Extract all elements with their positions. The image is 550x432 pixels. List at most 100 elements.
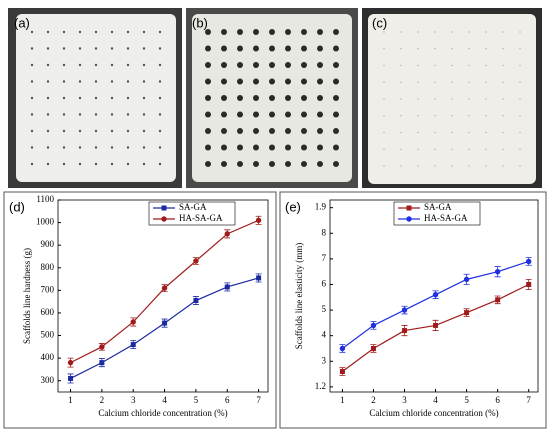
pore: [333, 161, 339, 167]
marker: [162, 320, 168, 326]
marker: [370, 345, 376, 351]
marker: [224, 284, 230, 290]
legend-label: SA-GA: [179, 202, 207, 212]
pore: [468, 131, 470, 134]
marker: [495, 297, 501, 303]
y-tick-label: 400: [41, 352, 55, 362]
pore: [317, 78, 323, 85]
marker: [193, 298, 199, 304]
pore: [78, 162, 82, 166]
pore: [30, 80, 34, 83]
pore: [417, 48, 419, 50]
pore: [519, 64, 521, 67]
pore: [285, 29, 291, 35]
y-tick-label: 300: [41, 375, 55, 385]
pore: [46, 162, 50, 166]
pore: [78, 129, 82, 133]
pore: [237, 161, 243, 167]
pore: [94, 129, 98, 133]
pore: [333, 95, 339, 101]
pore: [333, 29, 339, 35]
marker: [464, 310, 470, 316]
pore: [502, 131, 504, 134]
pore: [485, 64, 487, 67]
pore: [126, 146, 130, 149]
pore: [221, 78, 227, 85]
pore: [434, 148, 436, 150]
pore: [221, 62, 227, 68]
pore: [142, 162, 146, 166]
pore: [519, 148, 521, 150]
pore: [383, 131, 385, 134]
pore: [400, 115, 402, 117]
marker: [99, 344, 105, 350]
pore: [333, 128, 339, 134]
pore: [383, 31, 385, 33]
pore: [158, 162, 162, 166]
pore: [30, 113, 34, 116]
pore: [285, 45, 291, 52]
pore: [417, 64, 419, 67]
pore: [94, 113, 98, 116]
marker: [99, 360, 105, 366]
y-tick-label: 1.2: [315, 381, 326, 391]
pore: [519, 131, 521, 134]
pore: [221, 111, 227, 118]
pore: [485, 165, 487, 167]
pore: [110, 129, 114, 133]
pore: [285, 111, 291, 118]
pore: [485, 115, 487, 117]
pore: [94, 47, 98, 50]
pore: [434, 98, 436, 100]
pore: [78, 96, 82, 100]
y-tick-label: 700: [41, 284, 55, 294]
pore: [301, 62, 307, 68]
pore: [519, 81, 521, 83]
pore: [110, 30, 114, 34]
pore: [451, 48, 453, 50]
pore: [46, 30, 50, 34]
pore: [468, 98, 470, 100]
pore: [158, 63, 162, 67]
y-axis-label: Scaffolds line hardness (g): [22, 248, 32, 344]
pore: [94, 162, 98, 166]
legend-box: [393, 201, 481, 226]
pore: [62, 162, 66, 166]
pore: [46, 96, 50, 100]
legend-marker: [406, 205, 412, 211]
pore: [285, 95, 291, 101]
pore: [301, 161, 307, 167]
marker: [339, 345, 346, 352]
pore: [383, 81, 385, 83]
pore: [221, 95, 227, 101]
pore: [269, 144, 275, 151]
pore: [205, 78, 211, 85]
x-tick-label: 2: [371, 395, 376, 405]
pore: [94, 63, 98, 67]
pore: [434, 131, 436, 134]
pore: [434, 64, 436, 67]
pore: [46, 113, 50, 116]
pore: [269, 29, 275, 35]
pore: [468, 148, 470, 150]
pore: [205, 95, 211, 101]
pore: [205, 29, 211, 35]
pore: [519, 165, 521, 167]
pore: [237, 45, 243, 52]
pore: [333, 78, 339, 85]
panel-label: (c): [372, 15, 387, 30]
legend-label: SA-GA: [424, 202, 452, 212]
pore: [400, 98, 402, 100]
pore: [253, 161, 259, 167]
pore: [110, 162, 114, 166]
pore: [142, 129, 146, 133]
pore: [110, 113, 114, 116]
pore: [301, 95, 307, 101]
legend-box: [148, 201, 236, 226]
pore: [126, 47, 130, 50]
pore: [485, 148, 487, 150]
pore: [237, 78, 243, 85]
pore: [269, 45, 275, 52]
pore: [451, 165, 453, 167]
pore: [417, 115, 419, 117]
